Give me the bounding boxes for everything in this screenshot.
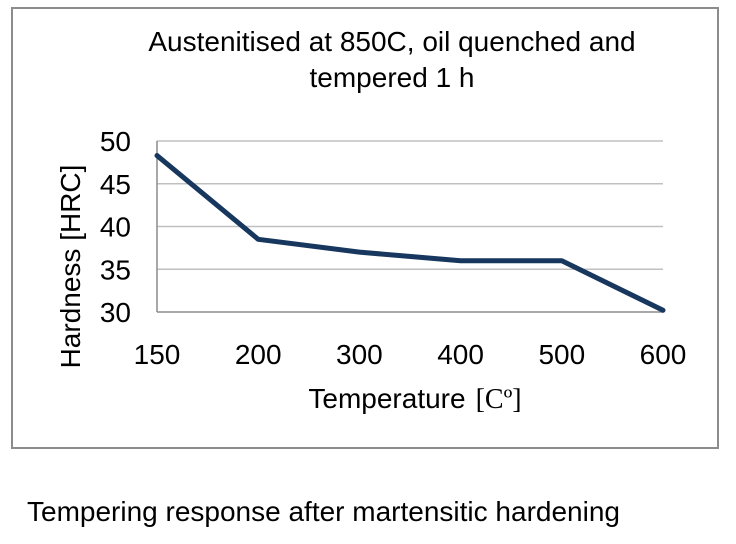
y-tick-label: 35 bbox=[100, 254, 131, 285]
y-tick-label: 30 bbox=[100, 297, 131, 328]
x-tick-label: 300 bbox=[336, 339, 383, 370]
x-tick-label: 200 bbox=[235, 339, 282, 370]
x-tick-label: 600 bbox=[640, 339, 687, 370]
x-tick-labels: 150 200 300 400 500 600 bbox=[134, 339, 687, 370]
y-tick-label: 50 bbox=[100, 126, 131, 157]
x-axis-unit: [Cº] bbox=[476, 384, 522, 415]
y-tick-label: 40 bbox=[100, 212, 131, 243]
x-tick-label: 400 bbox=[437, 339, 484, 370]
chart-title-line-2: tempered 1 h bbox=[309, 62, 475, 93]
chart-title: Austenitised at 850C, oil quenched and t… bbox=[2, 24, 736, 96]
series-line bbox=[154, 153, 666, 313]
x-tick-label: 500 bbox=[538, 339, 585, 370]
gridlines bbox=[157, 140, 663, 270]
x-tick-label: 150 bbox=[134, 339, 181, 370]
y-tick-label: 45 bbox=[100, 169, 131, 200]
y-tick-labels: 30 35 40 45 50 bbox=[100, 126, 131, 328]
chart-frame bbox=[11, 7, 719, 449]
chart-title-line-1: Austenitised at 850C, oil quenched and bbox=[148, 26, 636, 57]
figure-caption: Tempering response after martensitic har… bbox=[27, 496, 620, 527]
x-axis-title-text: Temperature bbox=[308, 383, 465, 414]
x-axis-title: Temperature [Cº] bbox=[308, 383, 521, 415]
y-axis-title: Hardness [HRC] bbox=[55, 165, 86, 369]
